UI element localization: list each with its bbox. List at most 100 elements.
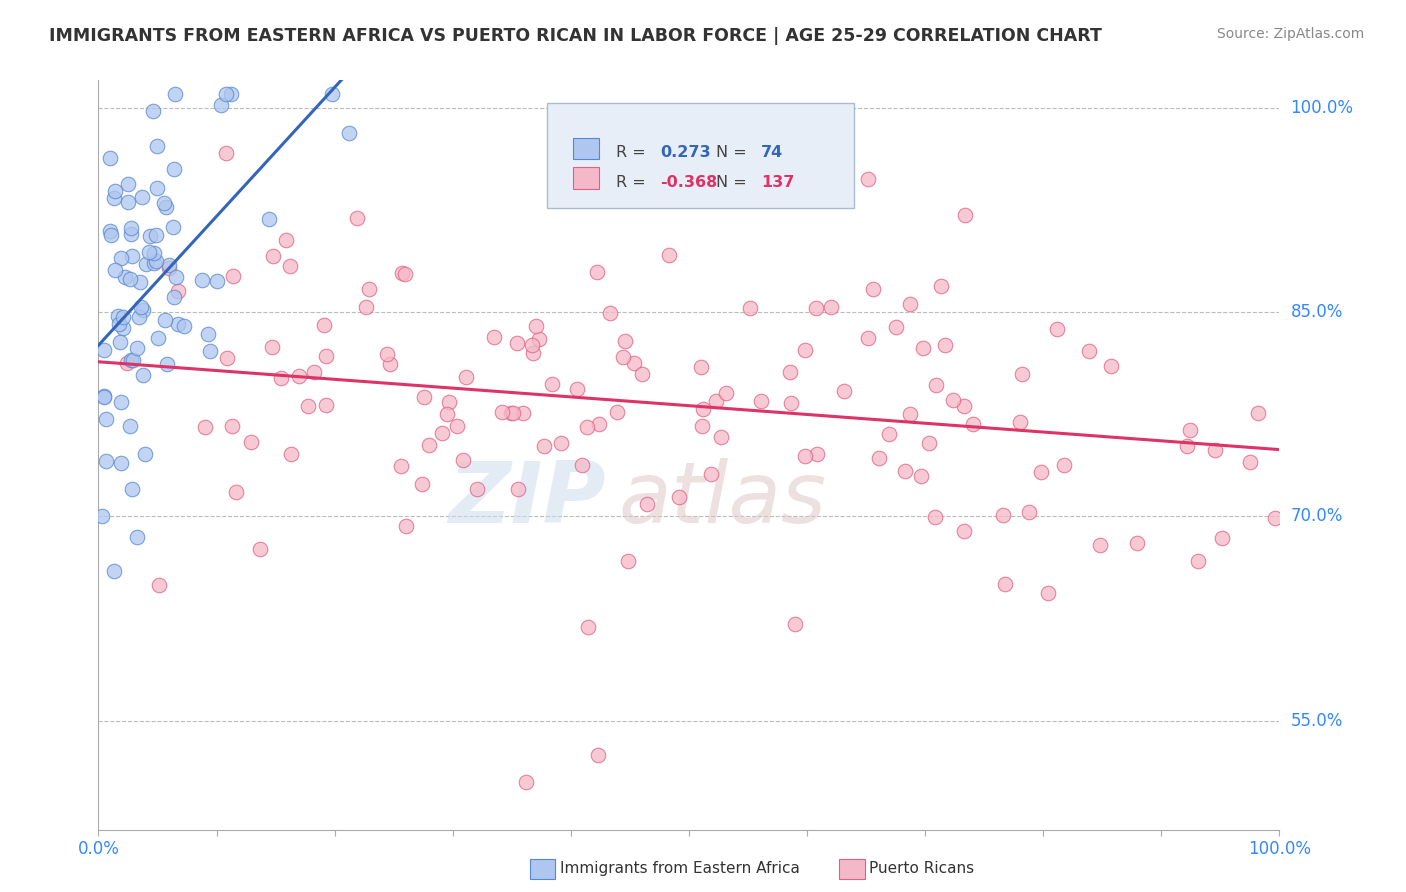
Point <box>107 309 129 323</box>
Point <box>576 620 599 634</box>
Point <box>1239 455 1261 469</box>
Point <box>704 394 727 409</box>
Point <box>925 377 948 392</box>
Point <box>911 341 934 355</box>
Point <box>658 248 681 262</box>
Point <box>221 418 243 433</box>
Point <box>165 269 187 284</box>
Point <box>1175 439 1198 453</box>
Point <box>411 477 433 491</box>
Text: R =: R = <box>616 176 651 190</box>
Point <box>1264 511 1286 525</box>
Point <box>148 578 170 592</box>
Point <box>432 426 454 441</box>
Point <box>502 406 524 420</box>
Point <box>690 359 713 374</box>
Point <box>910 469 932 483</box>
Point <box>749 394 772 409</box>
Point <box>586 747 609 762</box>
Text: -0.368: -0.368 <box>661 176 718 190</box>
Point <box>768 167 790 181</box>
Point <box>527 332 550 346</box>
FancyBboxPatch shape <box>547 103 855 208</box>
Text: 100.0%: 100.0% <box>1291 98 1354 117</box>
Point <box>315 349 337 363</box>
Point <box>636 497 658 511</box>
Point <box>93 390 115 404</box>
Point <box>588 417 610 432</box>
Point <box>104 185 127 199</box>
Point <box>993 508 1015 523</box>
Point <box>112 320 135 334</box>
Point <box>98 224 121 238</box>
Point <box>94 454 117 468</box>
Point <box>1078 344 1101 359</box>
Point <box>219 87 242 101</box>
Point <box>108 317 131 331</box>
Point <box>93 388 115 402</box>
Point <box>917 436 939 450</box>
Point <box>499 406 522 420</box>
Point <box>780 395 803 409</box>
Text: 137: 137 <box>761 176 794 190</box>
Point <box>522 346 544 360</box>
Point <box>312 318 335 333</box>
Point <box>354 300 377 314</box>
Point <box>108 334 131 349</box>
Point <box>143 256 166 270</box>
Point <box>287 369 309 384</box>
Point <box>868 450 890 465</box>
Text: 0.273: 0.273 <box>661 145 711 161</box>
Point <box>91 509 114 524</box>
Point <box>166 317 188 331</box>
Point <box>142 103 165 118</box>
Text: 55.0%: 55.0% <box>1291 712 1343 730</box>
Point <box>484 330 506 344</box>
Point <box>690 418 713 433</box>
Point <box>1204 442 1226 457</box>
Point <box>98 152 121 166</box>
Point <box>794 449 817 463</box>
Point <box>520 338 543 352</box>
Point <box>571 458 593 472</box>
Point <box>714 385 737 400</box>
Point <box>152 195 174 210</box>
Point <box>110 395 132 409</box>
Point <box>413 390 436 404</box>
Point <box>606 405 628 419</box>
Point <box>155 200 177 214</box>
Point <box>1018 505 1040 519</box>
Point <box>128 275 150 289</box>
Point <box>820 300 842 314</box>
Point <box>1010 415 1032 429</box>
Point <box>395 519 418 533</box>
Point <box>121 482 143 496</box>
Point <box>1180 423 1202 437</box>
Point <box>1211 531 1233 545</box>
Text: ZIP: ZIP <box>449 458 606 541</box>
Point <box>454 370 477 384</box>
Point <box>692 402 714 417</box>
Point <box>1011 367 1033 381</box>
Point <box>145 228 167 243</box>
Text: Immigrants from Eastern Africa: Immigrants from Eastern Africa <box>560 862 800 876</box>
Point <box>132 368 155 383</box>
Point <box>540 376 562 391</box>
Point <box>207 273 229 287</box>
Text: 85.0%: 85.0% <box>1291 303 1343 321</box>
Point <box>163 87 186 101</box>
Point <box>115 356 138 370</box>
Point <box>806 301 828 315</box>
FancyBboxPatch shape <box>574 168 599 189</box>
Point <box>315 398 337 412</box>
Point <box>994 577 1017 591</box>
Point <box>565 382 588 396</box>
Point <box>616 553 638 567</box>
Point <box>524 318 547 333</box>
Point <box>173 319 195 334</box>
Point <box>209 98 232 112</box>
Point <box>225 485 247 500</box>
Point <box>550 435 572 450</box>
Point <box>953 524 976 539</box>
Point <box>262 249 284 263</box>
